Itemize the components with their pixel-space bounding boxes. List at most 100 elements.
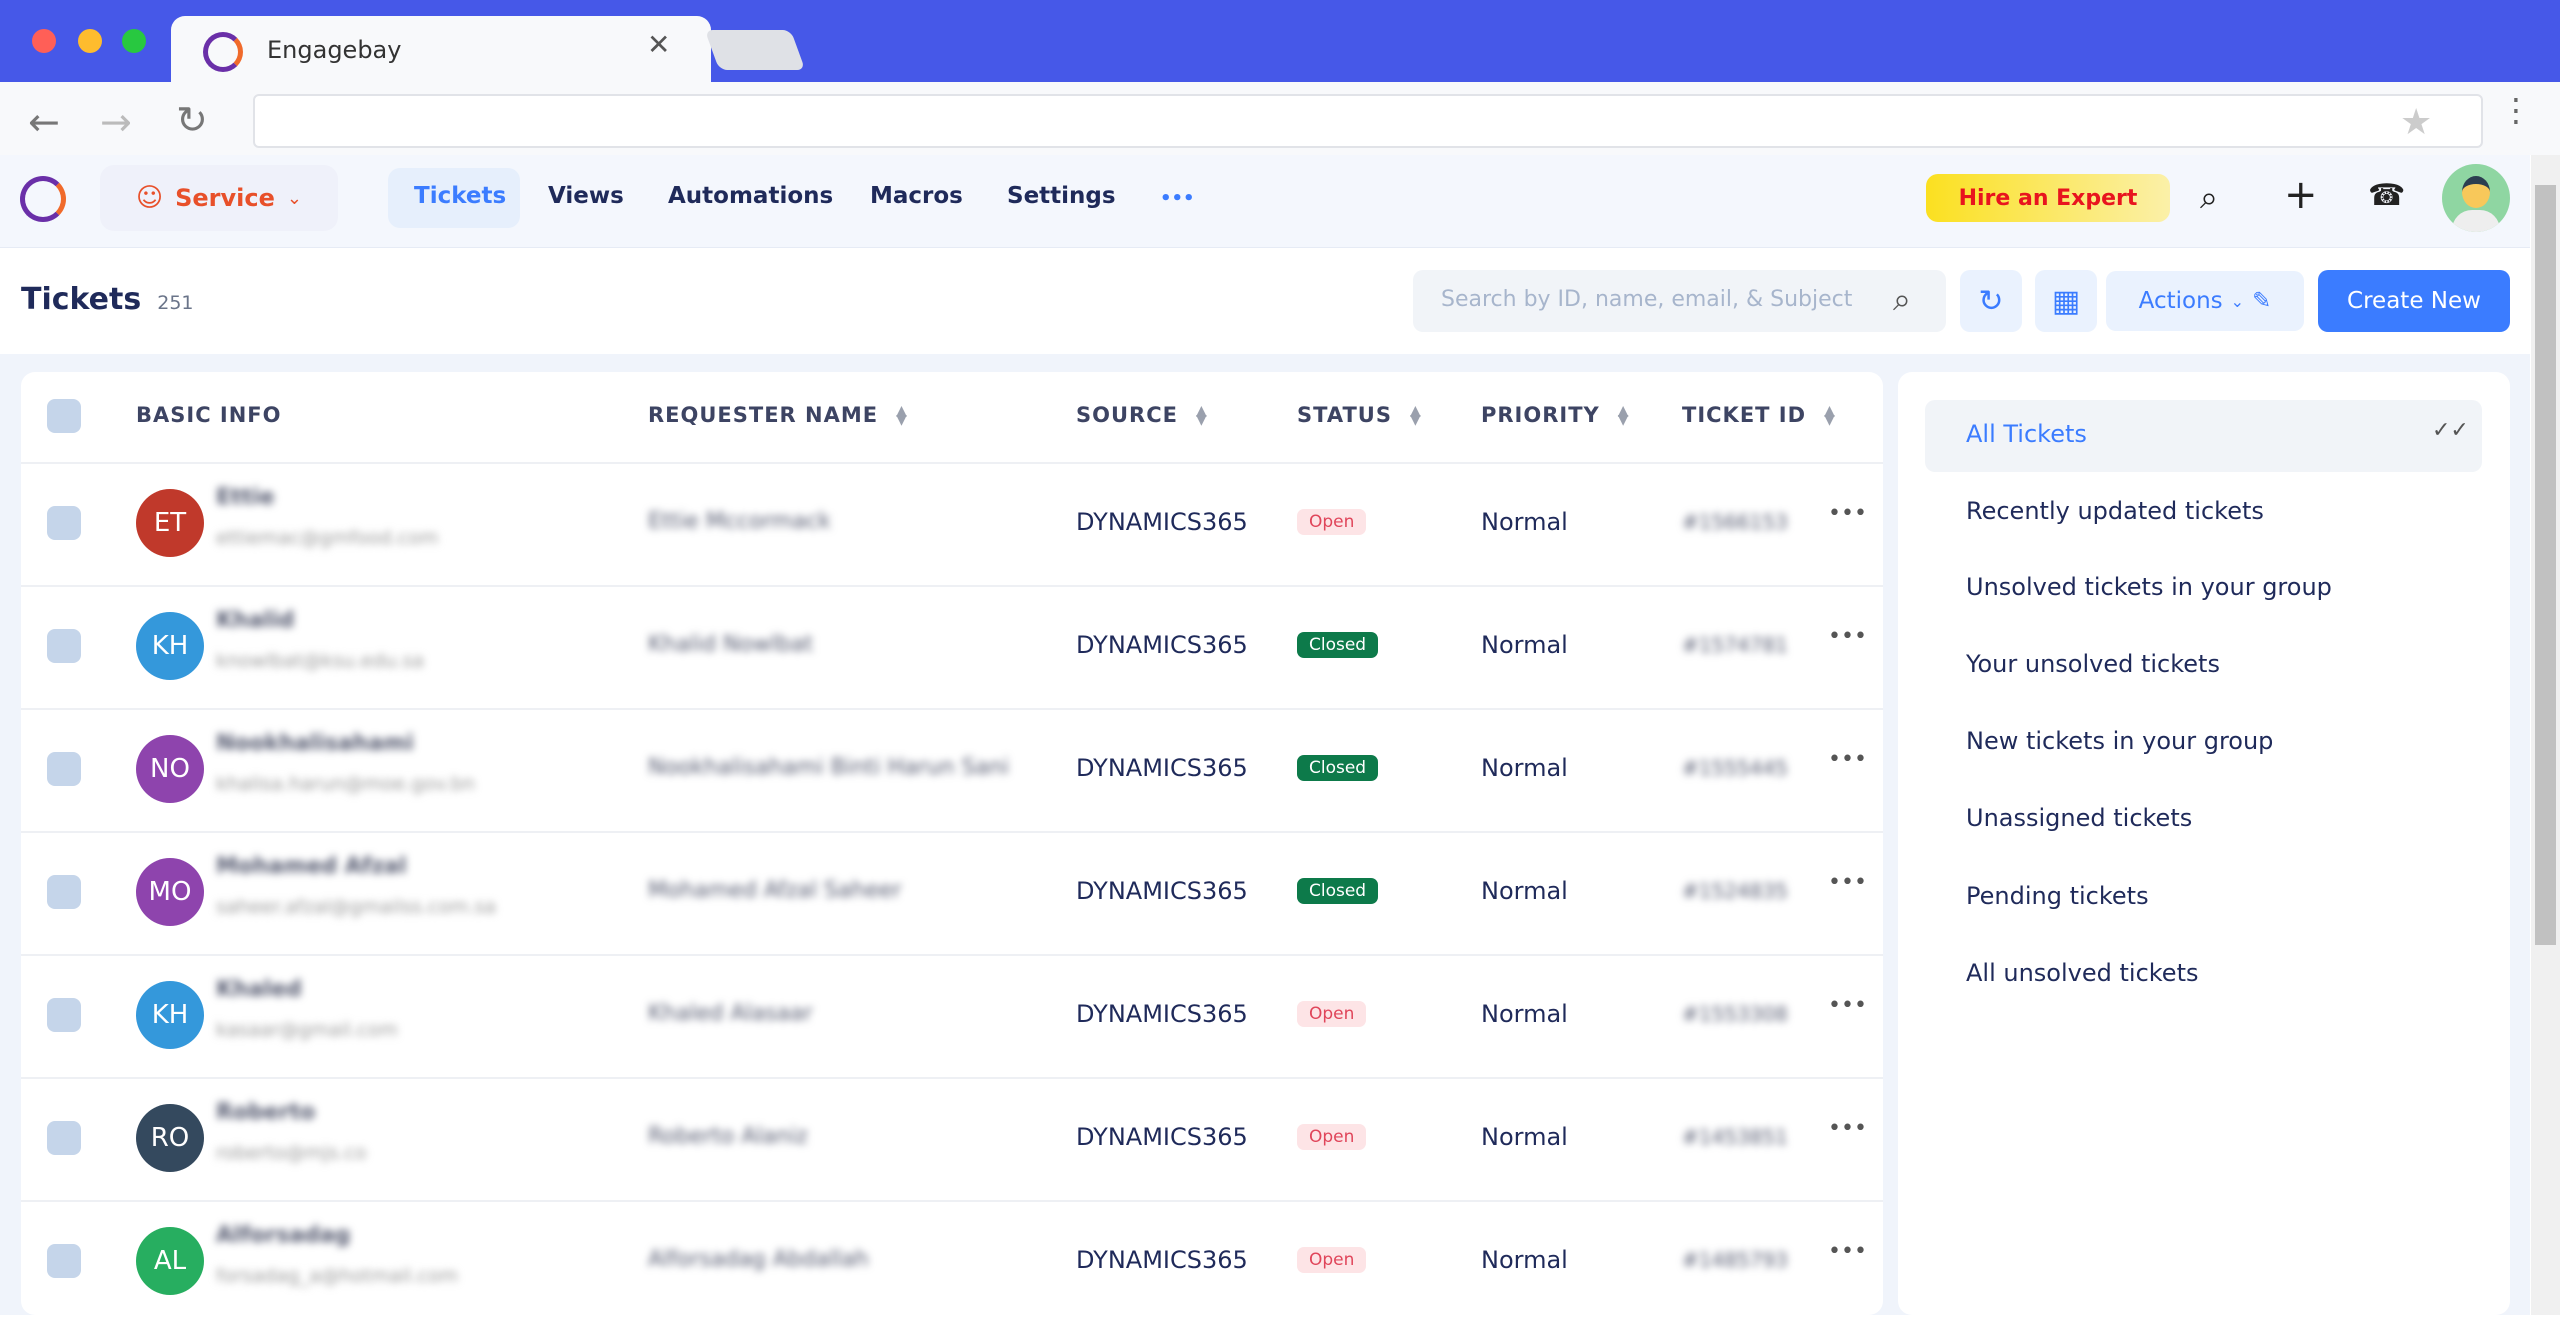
forward-icon[interactable]: → <box>100 100 132 144</box>
row-more-icon[interactable]: ••• <box>1828 1116 1867 1141</box>
ticket-id[interactable]: #1574781 <box>1682 633 1788 657</box>
header-ticket-id[interactable]: TICKET ID ▲ ▼ <box>1682 403 1836 428</box>
bookmark-star-icon[interactable]: ★ <box>2400 102 2433 143</box>
ticket-id[interactable]: #1524835 <box>1682 879 1788 903</box>
table-row[interactable] <box>21 708 1883 831</box>
header-source[interactable]: SOURCE ▲ ▼ <box>1076 403 1208 428</box>
scrollbar-track[interactable] <box>2531 155 2560 1315</box>
contact-name[interactable]: Ettie <box>216 485 275 510</box>
status-badge: Open <box>1297 1124 1367 1150</box>
row-checkbox[interactable] <box>47 1244 81 1278</box>
requester-name: Khalid Nowlbat <box>648 632 814 657</box>
contact-name[interactable]: Khaled <box>216 977 302 1002</box>
contact-name[interactable]: Nookhalisahami <box>216 731 414 756</box>
row-more-icon[interactable]: ••• <box>1828 1239 1867 1264</box>
actions-button[interactable]: Actions ⌄ ✎ <box>2106 271 2304 331</box>
nav-more-icon[interactable]: ••• <box>1160 188 1195 209</box>
status-badge: Closed <box>1297 878 1379 904</box>
table-row[interactable] <box>21 462 1883 585</box>
avatar: MO <box>136 858 204 926</box>
engagebay-logo-icon <box>203 32 243 72</box>
nav-tickets[interactable]: Tickets <box>414 183 507 209</box>
view-item[interactable]: New tickets in your group <box>1966 727 2274 755</box>
header-basic-info: BASIC INFO <box>136 403 282 427</box>
contact-name[interactable]: Khalid <box>216 608 295 633</box>
ticket-id[interactable]: #1555445 <box>1682 756 1788 780</box>
row-more-icon[interactable]: ••• <box>1828 993 1867 1018</box>
ticket-id[interactable]: #1553308 <box>1682 1002 1788 1026</box>
view-item[interactable]: All Tickets <box>1966 420 2087 448</box>
avatar: KH <box>136 981 204 1049</box>
row-more-icon[interactable]: ••• <box>1828 624 1867 649</box>
create-new-button[interactable]: Create New <box>2318 270 2510 332</box>
ticket-count: 251 <box>157 292 194 314</box>
grid-view-button[interactable]: ▦ <box>2035 270 2097 332</box>
row-checkbox[interactable] <box>47 506 81 540</box>
sort-icon: ▲ ▼ <box>896 403 908 428</box>
table-row[interactable] <box>21 954 1883 1077</box>
header-requester-name[interactable]: REQUESTER NAME ▲ ▼ <box>648 403 908 428</box>
close-window-button[interactable] <box>32 29 56 53</box>
back-icon[interactable]: ← <box>28 100 60 144</box>
header-status[interactable]: STATUS ▲ ▼ <box>1297 403 1422 428</box>
close-tab-icon[interactable]: ✕ <box>647 28 671 61</box>
select-all-checkbox[interactable] <box>47 399 81 433</box>
nav-views[interactable]: Views <box>548 183 624 209</box>
double-check-icon: ✓✓ <box>2432 418 2469 443</box>
view-item[interactable]: Recently updated tickets <box>1966 497 2264 525</box>
ticket-id[interactable]: #1485793 <box>1682 1248 1788 1272</box>
contact-email: kasaar@gmail.com <box>216 1019 398 1041</box>
requester-name: Khaled Alasaar <box>648 1001 813 1026</box>
search-input[interactable]: Search by ID, name, email, & Subject ⌕ <box>1413 270 1946 332</box>
row-checkbox[interactable] <box>47 875 81 909</box>
scrollbar-thumb[interactable] <box>2535 185 2556 945</box>
nav-automations[interactable]: Automations <box>668 183 834 209</box>
row-more-icon[interactable]: ••• <box>1828 501 1867 526</box>
app-logo-icon[interactable] <box>20 176 66 222</box>
row-more-icon[interactable]: ••• <box>1828 870 1867 895</box>
new-tab-button[interactable] <box>704 30 806 70</box>
nav-settings[interactable]: Settings <box>1007 183 1116 209</box>
source: DYNAMICS365 <box>1076 877 1248 905</box>
ticket-id[interactable]: #1566153 <box>1682 510 1788 534</box>
module-switcher[interactable]: ☺ Service ⌄ <box>100 165 338 231</box>
contact-name[interactable]: Mohamed Afzal <box>216 854 407 879</box>
hire-expert-button[interactable]: Hire an Expert <box>1926 174 2170 222</box>
ticket-id[interactable]: #1453851 <box>1682 1125 1788 1149</box>
row-checkbox[interactable] <box>47 1121 81 1155</box>
header-priority[interactable]: PRIORITY ▲ ▼ <box>1481 403 1630 428</box>
view-item[interactable]: All unsolved tickets <box>1966 959 2199 987</box>
browser-menu-icon[interactable]: ⋮ <box>2500 91 2532 129</box>
contact-email: knowlbat@ksu.edu.sa <box>216 650 424 672</box>
address-bar[interactable] <box>253 94 2483 148</box>
view-item[interactable]: Pending tickets <box>1966 882 2149 910</box>
sort-icon: ▲ ▼ <box>1824 403 1836 428</box>
view-item[interactable]: Unsolved tickets in your group <box>1966 573 2332 601</box>
user-avatar[interactable] <box>2442 164 2510 232</box>
row-more-icon[interactable]: ••• <box>1828 747 1867 772</box>
table-row[interactable] <box>21 831 1883 954</box>
row-checkbox[interactable] <box>47 752 81 786</box>
row-checkbox[interactable] <box>47 998 81 1032</box>
search-icon[interactable]: ⌕ <box>2200 178 2218 216</box>
maximize-window-button[interactable] <box>122 29 146 53</box>
reload-icon[interactable]: ↻ <box>176 98 208 142</box>
contact-name[interactable]: Roberto <box>216 1100 316 1125</box>
chevron-down-icon: ⌄ <box>2230 291 2245 311</box>
table-row[interactable] <box>21 1200 1883 1323</box>
phone-icon[interactable]: ☎ <box>2368 178 2406 213</box>
status-badge: Closed <box>1297 632 1379 658</box>
view-item[interactable]: Your unsolved tickets <box>1966 650 2220 678</box>
refresh-button[interactable]: ↻ <box>1960 270 2022 332</box>
nav-macros[interactable]: Macros <box>870 183 963 209</box>
minimize-window-button[interactable] <box>78 29 102 53</box>
plus-icon[interactable]: + <box>2284 172 2318 218</box>
browser-tab[interactable]: Engagebay ✕ <box>171 16 711 82</box>
priority: Normal <box>1481 508 1568 536</box>
contact-name[interactable]: Alforsadag <box>216 1223 351 1248</box>
view-item[interactable]: Unassigned tickets <box>1966 804 2193 832</box>
row-checkbox[interactable] <box>47 629 81 663</box>
table-row[interactable] <box>21 1077 1883 1200</box>
priority: Normal <box>1481 1123 1568 1151</box>
table-row[interactable] <box>21 585 1883 708</box>
